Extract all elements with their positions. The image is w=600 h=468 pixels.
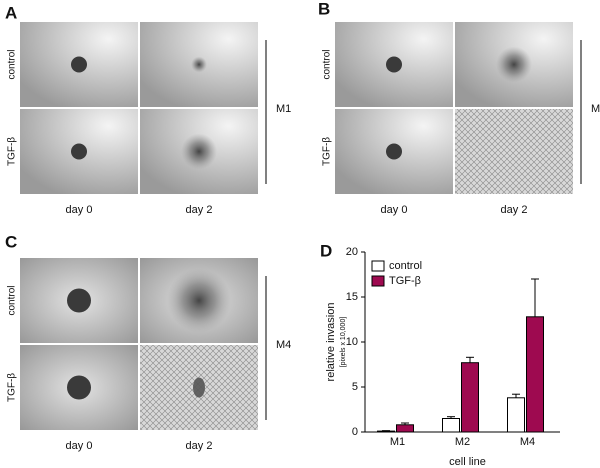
bar [526,316,544,433]
row-label: TGF-β [7,373,18,402]
column-label: day 2 [186,440,213,452]
spheroid [386,143,402,160]
spheroid [71,143,87,160]
spheroid [496,46,532,83]
column-label: day 2 [186,204,213,216]
column-label: day 0 [381,204,408,216]
y-tick-label: 15 [346,291,358,303]
cell-line-label: M2 [591,103,600,115]
legend-swatch [371,260,385,272]
spheroid [67,288,91,313]
x-axis-label: cell line [449,456,486,468]
bar [507,397,525,433]
y-tick-label: 20 [346,246,358,258]
column-label: day 0 [66,440,93,452]
x-tick-label: M1 [390,436,405,448]
spheroid [193,377,205,398]
row-label: control [7,285,18,315]
error-bar [466,356,474,363]
row-label: control [7,49,18,79]
bar [442,418,460,433]
x-tick-label: M2 [455,436,470,448]
error-bar [531,278,539,317]
legend-label: control [389,260,422,272]
column-label: day 0 [66,204,93,216]
row-label: control [322,49,333,79]
bar [396,424,414,433]
legend-swatch [371,275,385,287]
spheroid [181,133,217,170]
spheroid [71,56,87,73]
panel-label: C [5,232,17,251]
bar [377,430,395,433]
x-tick-label: M4 [520,436,535,448]
cell-line-label: M1 [276,103,291,115]
spheroid [67,375,91,400]
spheroid [191,56,207,73]
y-tick-label: 10 [346,336,358,348]
panel-label: B [318,0,330,18]
error-bar [512,393,520,398]
panel-label: D [320,241,332,260]
legend-label: TGF-β [389,275,421,287]
y-axis-label: relative invasion [325,303,337,382]
column-label: day 2 [501,204,528,216]
panel-label: A [5,3,17,22]
y-axis-sublabel: [pixels x 10,000] [340,317,347,368]
spheroid [386,56,402,73]
row-label: TGF-β [7,137,18,166]
micrograph [455,109,573,194]
bar [461,362,479,433]
spheroid [167,268,231,333]
y-tick-label: 0 [352,426,358,438]
cell-line-label: M4 [276,339,291,351]
y-tick-label: 5 [352,381,358,393]
row-label: TGF-β [322,137,333,166]
